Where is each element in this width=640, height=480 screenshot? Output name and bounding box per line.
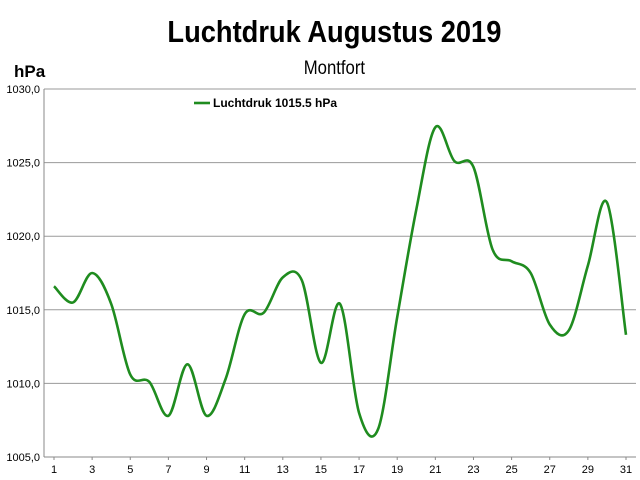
x-tick-label: 11	[239, 464, 250, 476]
y-axis-label: hPa	[14, 62, 46, 81]
y-tick-label: 1030,0	[6, 84, 40, 96]
y-tick-label: 1020,0	[6, 231, 40, 243]
y-tick-label: 1010,0	[6, 378, 40, 390]
x-tick-label: 1	[51, 464, 57, 476]
x-tick-label: 5	[127, 464, 133, 476]
y-tick-label: 1005,0	[6, 452, 40, 464]
x-tick-label: 29	[582, 464, 594, 476]
x-tick-label: 9	[203, 464, 209, 476]
x-tick-label: 25	[505, 464, 517, 476]
y-tick-label: 1015,0	[6, 305, 40, 317]
chart-title: Luchtdruk Augustus 2019	[167, 14, 502, 49]
legend-label: Luchtdruk 1015.5 hPa	[213, 96, 337, 110]
legend: Luchtdruk 1015.5 hPa	[194, 96, 337, 110]
x-tick-label: 23	[467, 464, 479, 476]
y-tick-labels: 1005,0 1010,0 1015,0 1020,0 1025,0 1030,0	[6, 84, 40, 464]
x-tick-label: 31	[620, 464, 632, 476]
x-tick-labels: 1 3 5 7 9 11 13 15 17 19 21 23 25 27 29 31	[51, 457, 632, 476]
y-tick-label: 1025,0	[6, 158, 40, 170]
x-tick-label: 15	[315, 464, 327, 476]
x-tick-label: 17	[353, 464, 365, 476]
x-tick-label: 7	[165, 464, 171, 476]
x-tick-label: 21	[429, 464, 441, 476]
x-tick-label: 13	[277, 464, 289, 476]
grid-lines	[43, 88, 636, 458]
chart-subtitle: Montfort	[303, 58, 366, 79]
series-line	[53, 124, 628, 438]
x-tick-label: 27	[544, 464, 556, 476]
x-tick-label: 3	[89, 464, 95, 476]
series-group	[53, 124, 628, 438]
x-tick-label: 19	[391, 464, 403, 476]
